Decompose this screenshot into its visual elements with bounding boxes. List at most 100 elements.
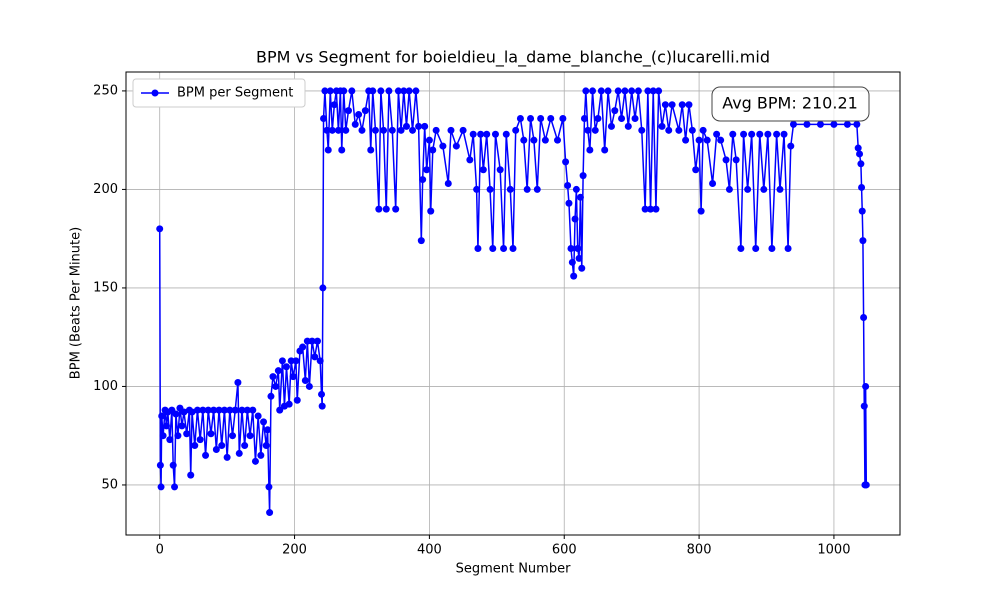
marker xyxy=(246,432,254,440)
marker xyxy=(856,150,864,158)
marker xyxy=(572,185,580,193)
marker xyxy=(318,390,326,398)
marker xyxy=(338,146,346,154)
marker xyxy=(541,136,549,144)
marker xyxy=(377,87,385,95)
marker xyxy=(477,130,485,138)
marker xyxy=(675,126,683,134)
marker xyxy=(316,357,324,365)
marker xyxy=(483,130,491,138)
x-tick-label: 400 xyxy=(417,543,442,558)
marker xyxy=(260,418,268,426)
annotation-text: Avg BPM: 210.21 xyxy=(722,94,858,113)
x-tick-label: 1000 xyxy=(817,543,850,558)
marker xyxy=(276,406,284,414)
marker xyxy=(860,313,868,321)
marker xyxy=(860,402,868,410)
marker xyxy=(732,156,740,164)
marker xyxy=(421,122,429,130)
marker xyxy=(223,453,231,461)
marker xyxy=(344,107,352,115)
marker xyxy=(576,193,584,201)
marker xyxy=(274,367,282,375)
legend-box xyxy=(132,78,306,108)
marker xyxy=(859,237,867,245)
marker xyxy=(611,107,619,115)
marker xyxy=(473,185,481,193)
marker xyxy=(188,408,196,416)
marker xyxy=(328,126,336,134)
marker xyxy=(254,412,262,420)
marker xyxy=(537,114,545,122)
marker xyxy=(768,245,776,253)
marker xyxy=(496,166,504,174)
marker xyxy=(567,245,575,253)
marker xyxy=(156,225,164,233)
marker xyxy=(607,122,615,130)
marker xyxy=(196,436,204,444)
marker xyxy=(638,126,646,134)
marker xyxy=(500,245,508,253)
marker xyxy=(489,245,497,253)
marker xyxy=(631,114,639,122)
marker xyxy=(292,357,300,365)
marker xyxy=(760,185,768,193)
marker xyxy=(624,122,632,130)
marker xyxy=(320,114,328,122)
marker xyxy=(285,400,293,408)
marker xyxy=(725,185,733,193)
marker xyxy=(415,122,423,130)
marker xyxy=(361,107,369,115)
x-axis-label: Segment Number xyxy=(456,562,572,577)
annotation-box xyxy=(711,86,870,122)
marker xyxy=(641,205,649,213)
marker xyxy=(717,136,725,144)
marker xyxy=(784,245,792,253)
marker xyxy=(530,136,538,144)
marker xyxy=(319,284,327,292)
marker xyxy=(816,120,824,128)
marker xyxy=(318,402,326,410)
marker xyxy=(614,87,622,95)
marker xyxy=(628,87,636,95)
marker xyxy=(688,126,696,134)
marker xyxy=(326,87,334,95)
marker xyxy=(523,185,531,193)
marker xyxy=(293,396,301,404)
marker xyxy=(392,205,400,213)
marker xyxy=(218,442,226,450)
x-tick-label: 800 xyxy=(687,543,712,558)
marker xyxy=(668,101,676,109)
marker xyxy=(358,126,366,134)
marker xyxy=(351,120,359,128)
marker xyxy=(158,412,166,420)
marker xyxy=(858,207,866,215)
marker xyxy=(324,146,332,154)
marker xyxy=(330,101,338,109)
marker xyxy=(382,205,390,213)
marker xyxy=(787,142,795,150)
marker xyxy=(375,205,383,213)
marker xyxy=(853,120,861,128)
x-tick-label: 0 xyxy=(156,543,164,558)
marker xyxy=(394,87,402,95)
marker xyxy=(215,406,223,414)
marker xyxy=(402,122,410,130)
marker xyxy=(400,87,408,95)
marker xyxy=(207,430,215,438)
marker xyxy=(773,130,781,138)
marker xyxy=(447,126,455,134)
y-tick-label: 50 xyxy=(101,477,118,492)
marker xyxy=(520,136,528,144)
marker xyxy=(713,130,721,138)
marker xyxy=(423,166,431,174)
marker xyxy=(479,166,487,174)
marker xyxy=(308,337,316,345)
marker xyxy=(580,114,588,122)
marker xyxy=(843,120,851,128)
marker xyxy=(744,185,752,193)
marker xyxy=(509,245,517,253)
marker xyxy=(695,136,703,144)
marker xyxy=(199,406,207,414)
